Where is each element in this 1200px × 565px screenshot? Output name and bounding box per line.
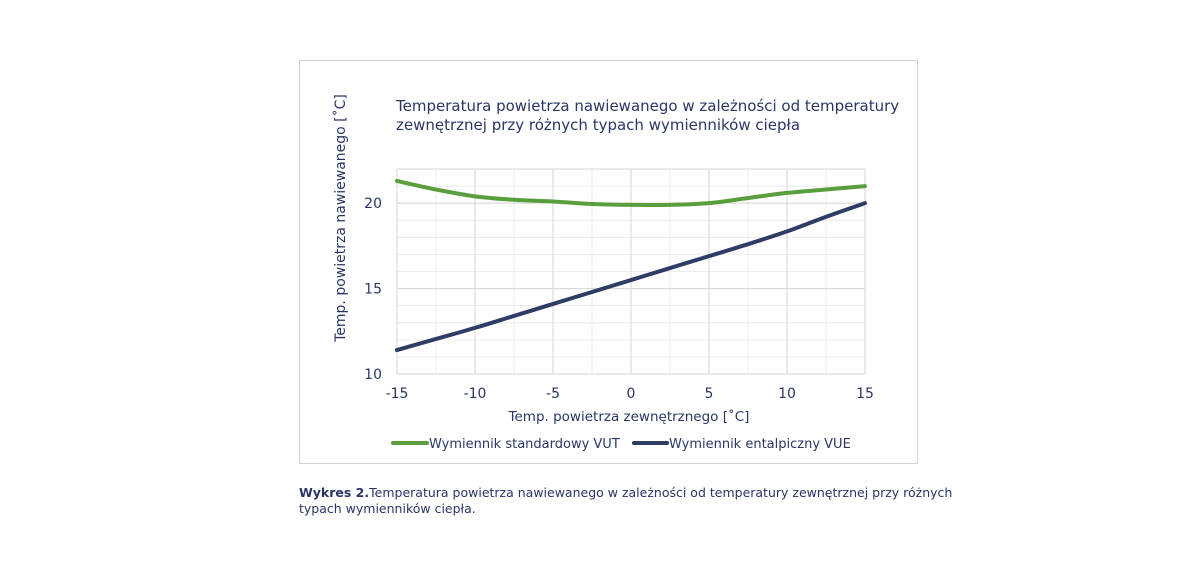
caption-label: Wykres 2. bbox=[299, 485, 370, 500]
y-tick-label: 10 bbox=[364, 367, 382, 383]
x-tick-label: 0 bbox=[627, 386, 636, 402]
chart-svg: Temperatura powietrza nawiewanego w zale… bbox=[332, 94, 899, 452]
x-tick-label: 10 bbox=[778, 386, 796, 402]
series-line-vut bbox=[395, 178, 867, 208]
x-tick-label: 5 bbox=[705, 386, 714, 402]
caption-text: Temperatura powietrza nawiewanego w zale… bbox=[299, 485, 953, 516]
x-axis-label: Temp. powietrza zewnętrznego [˚C] bbox=[508, 408, 750, 425]
x-tick-label: 15 bbox=[856, 386, 874, 402]
chart-container: Temperatura powietrza nawiewanego w zale… bbox=[299, 60, 918, 464]
y-tick-labels: 10 15 20 bbox=[364, 196, 382, 383]
x-tick-label: -15 bbox=[386, 386, 409, 402]
x-tick-labels: -15 -10 -5 0 5 10 15 bbox=[386, 386, 874, 402]
chart-title-line-1: Temperatura powietrza nawiewanego w zale… bbox=[395, 97, 899, 115]
y-tick-label: 15 bbox=[364, 282, 382, 298]
legend-label-vue: Wymiennik entalpiczny VUE bbox=[669, 437, 851, 452]
series-line-vue bbox=[395, 201, 867, 353]
figure-caption: Wykres 2.Temperatura powietrza nawiewane… bbox=[299, 485, 959, 517]
legend-label-vut: Wymiennik standardowy VUT bbox=[429, 437, 620, 452]
y-axis-label: Temp. powietrza nawiewanego [˚C] bbox=[332, 94, 349, 343]
legend: Wymiennik standardowy VUT Wymiennik enta… bbox=[391, 437, 851, 452]
chart-title-line-2: zewnętrznej przy różnych typach wymienni… bbox=[396, 116, 800, 134]
x-tick-label: -10 bbox=[464, 386, 487, 402]
y-tick-label: 20 bbox=[364, 196, 382, 212]
series-lines bbox=[395, 178, 867, 353]
x-tick-label: -5 bbox=[546, 386, 560, 402]
